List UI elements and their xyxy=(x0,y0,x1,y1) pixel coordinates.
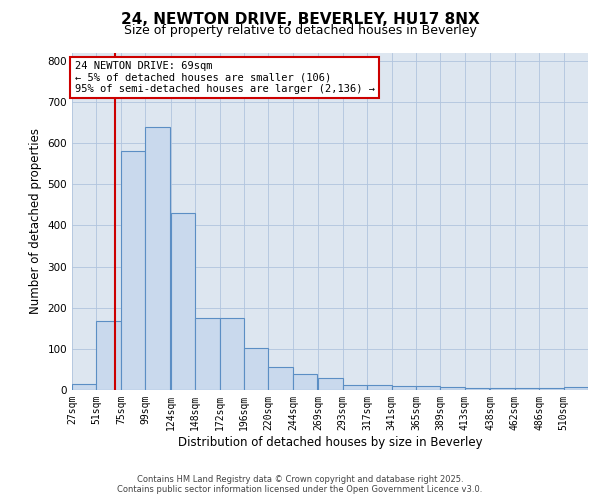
Text: 24, NEWTON DRIVE, BEVERLEY, HU17 8NX: 24, NEWTON DRIVE, BEVERLEY, HU17 8NX xyxy=(121,12,479,28)
Bar xyxy=(465,388,489,390)
Bar xyxy=(145,126,170,390)
Bar xyxy=(367,385,392,390)
Bar xyxy=(97,322,121,390)
Bar xyxy=(318,378,343,390)
Bar xyxy=(220,318,244,390)
Bar xyxy=(121,152,145,390)
Bar xyxy=(539,388,563,390)
Bar xyxy=(563,386,588,390)
Bar xyxy=(440,386,465,390)
Y-axis label: Number of detached properties: Number of detached properties xyxy=(29,128,42,314)
Bar xyxy=(416,386,440,390)
Bar xyxy=(72,384,97,390)
Bar xyxy=(244,348,268,390)
Bar xyxy=(268,366,293,390)
Bar xyxy=(171,213,195,390)
Text: Contains HM Land Registry data © Crown copyright and database right 2025.
Contai: Contains HM Land Registry data © Crown c… xyxy=(118,474,482,494)
Bar xyxy=(293,374,317,390)
Bar xyxy=(515,388,539,390)
X-axis label: Distribution of detached houses by size in Beverley: Distribution of detached houses by size … xyxy=(178,436,482,448)
Bar xyxy=(195,318,220,390)
Bar xyxy=(392,386,416,390)
Text: Size of property relative to detached houses in Beverley: Size of property relative to detached ho… xyxy=(124,24,476,37)
Text: 24 NEWTON DRIVE: 69sqm
← 5% of detached houses are smaller (106)
95% of semi-det: 24 NEWTON DRIVE: 69sqm ← 5% of detached … xyxy=(74,61,374,94)
Bar xyxy=(490,388,515,390)
Bar xyxy=(343,384,367,390)
